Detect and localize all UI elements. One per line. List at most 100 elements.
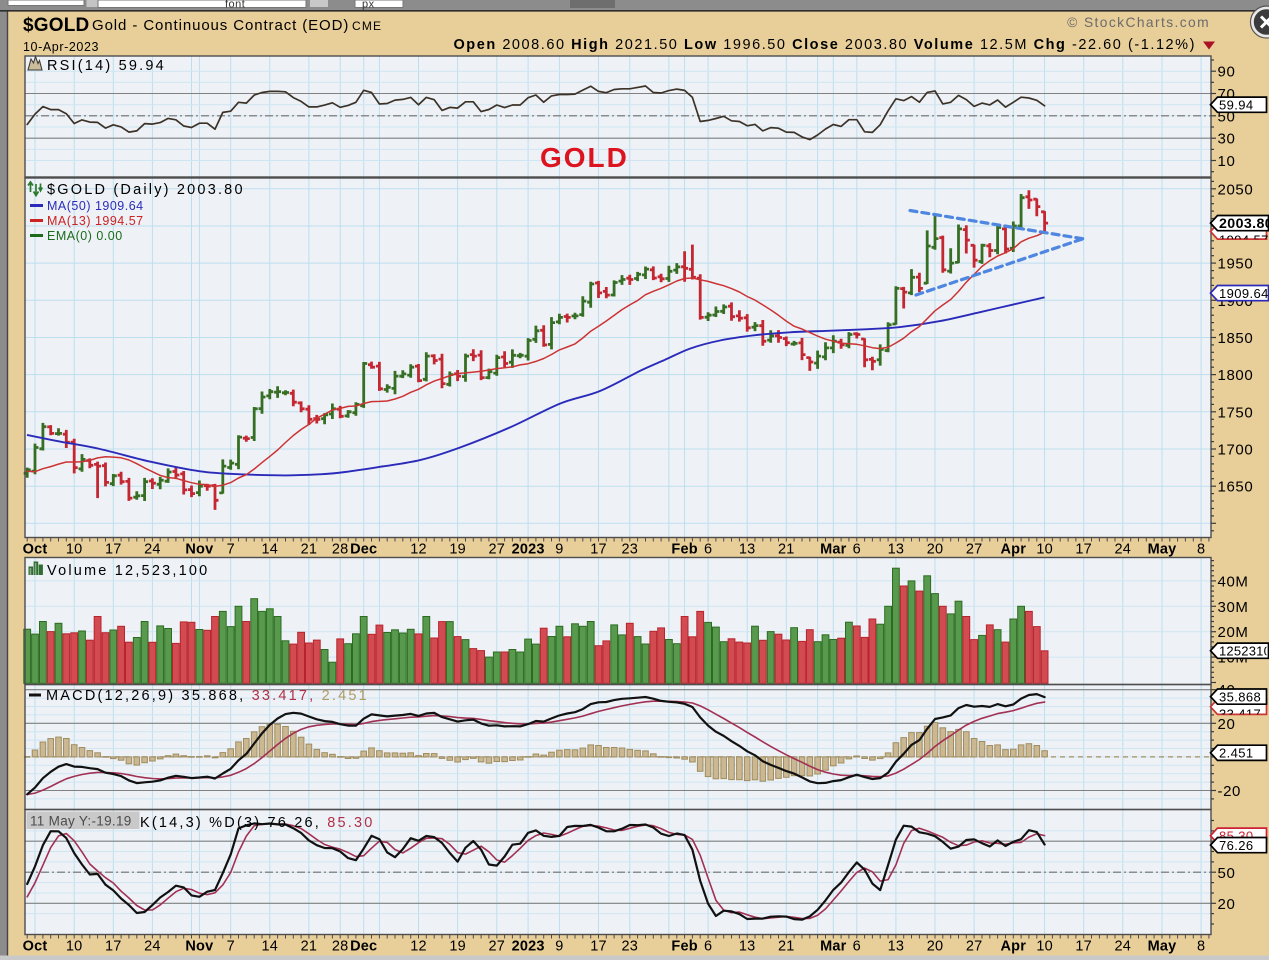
svg-text:MACD(12,26,9) 35.868, 33.417,: MACD(12,26,9) 35.868, 33.417, 2.451 bbox=[46, 688, 369, 704]
svg-text:6: 6 bbox=[853, 939, 861, 955]
svg-text:Nov: Nov bbox=[185, 939, 213, 955]
svg-text:10: 10 bbox=[66, 542, 83, 558]
svg-text:© StockCharts.com: © StockCharts.com bbox=[1067, 15, 1210, 30]
svg-text:Oct: Oct bbox=[23, 939, 48, 955]
svg-text:12523100: 12523100 bbox=[1219, 644, 1269, 659]
svg-text:K(14,3) %D(3) 76.26, 85.30: K(14,3) %D(3) 76.26, 85.30 bbox=[140, 815, 375, 831]
svg-text:8: 8 bbox=[1197, 542, 1205, 558]
svg-text:21: 21 bbox=[301, 542, 318, 558]
svg-text:Dec: Dec bbox=[350, 542, 377, 558]
svg-text:Mar: Mar bbox=[820, 939, 847, 955]
svg-text:23: 23 bbox=[622, 542, 639, 558]
svg-text:font: font bbox=[225, 0, 245, 11]
svg-text:Apr: Apr bbox=[1001, 542, 1027, 558]
svg-text:59.94: 59.94 bbox=[1219, 98, 1254, 113]
svg-text:May: May bbox=[1148, 939, 1177, 955]
svg-text:19: 19 bbox=[449, 542, 466, 558]
svg-text:9: 9 bbox=[555, 939, 563, 955]
svg-text:7: 7 bbox=[227, 939, 235, 955]
svg-text:20: 20 bbox=[1218, 896, 1236, 913]
svg-text:14: 14 bbox=[262, 542, 279, 558]
svg-text:27: 27 bbox=[966, 939, 983, 955]
svg-text:20: 20 bbox=[927, 542, 944, 558]
svg-text:Oct: Oct bbox=[23, 542, 48, 558]
svg-text:20: 20 bbox=[1218, 716, 1236, 733]
svg-text:11 May Y:-19.19: 11 May Y:-19.19 bbox=[30, 814, 132, 829]
svg-text:17: 17 bbox=[590, 939, 607, 955]
svg-text:2.451: 2.451 bbox=[1219, 746, 1254, 761]
svg-text:28: 28 bbox=[332, 939, 349, 955]
svg-text:21: 21 bbox=[778, 939, 795, 955]
svg-text:Mar: Mar bbox=[820, 542, 847, 558]
svg-text:1750: 1750 bbox=[1218, 404, 1254, 421]
svg-text:-20: -20 bbox=[1218, 783, 1241, 800]
svg-text:Volume 12,523,100: Volume 12,523,100 bbox=[47, 563, 209, 579]
svg-text:21: 21 bbox=[301, 939, 318, 955]
svg-text:76.26: 76.26 bbox=[1219, 838, 1254, 853]
svg-text:CME: CME bbox=[352, 19, 382, 33]
svg-text:30: 30 bbox=[1218, 131, 1236, 148]
svg-text:Gold - Continuous Contract (EO: Gold - Continuous Contract (EOD) bbox=[92, 17, 349, 34]
svg-text:8: 8 bbox=[1197, 939, 1205, 955]
svg-text:10: 10 bbox=[1036, 939, 1053, 955]
svg-text:10: 10 bbox=[66, 939, 83, 955]
svg-text:17: 17 bbox=[105, 542, 122, 558]
svg-text:90: 90 bbox=[1218, 64, 1236, 81]
svg-text:1909.64: 1909.64 bbox=[1219, 286, 1269, 301]
svg-text:17: 17 bbox=[590, 542, 607, 558]
svg-text:24: 24 bbox=[1115, 939, 1132, 955]
svg-text:10: 10 bbox=[1036, 542, 1053, 558]
svg-text:20M: 20M bbox=[1218, 624, 1249, 641]
svg-text:Nov: Nov bbox=[185, 542, 213, 558]
svg-text:24: 24 bbox=[144, 542, 161, 558]
svg-text:2050: 2050 bbox=[1218, 181, 1254, 198]
svg-text:MA(13) 1994.57: MA(13) 1994.57 bbox=[47, 214, 144, 228]
svg-text:19: 19 bbox=[449, 939, 466, 955]
svg-text:7: 7 bbox=[227, 542, 235, 558]
svg-text:EMA(0) 0.00: EMA(0) 0.00 bbox=[47, 229, 123, 243]
svg-text:20: 20 bbox=[927, 939, 944, 955]
svg-text:May: May bbox=[1148, 542, 1177, 558]
svg-text:2023: 2023 bbox=[512, 939, 545, 955]
svg-text:Open 2008.60 High 2021.50 Low: Open 2008.60 High 2021.50 Low 1996.50 Cl… bbox=[453, 37, 1196, 53]
svg-text:Feb: Feb bbox=[671, 542, 697, 558]
svg-text:27: 27 bbox=[489, 939, 506, 955]
svg-text:33.417: 33.417 bbox=[1219, 707, 1261, 722]
svg-text:1994.57: 1994.57 bbox=[1219, 232, 1269, 247]
svg-text:17: 17 bbox=[105, 939, 122, 955]
svg-text:27: 27 bbox=[489, 542, 506, 558]
svg-text:13: 13 bbox=[888, 939, 905, 955]
svg-text:35.868: 35.868 bbox=[1219, 689, 1261, 704]
svg-text:12: 12 bbox=[410, 542, 427, 558]
svg-text:1700: 1700 bbox=[1218, 442, 1254, 459]
svg-text:RSI(14) 59.94: RSI(14) 59.94 bbox=[47, 58, 166, 74]
svg-text:10: 10 bbox=[1218, 153, 1236, 170]
svg-text:17: 17 bbox=[1075, 542, 1092, 558]
svg-text:Feb: Feb bbox=[671, 939, 697, 955]
svg-text:Dec: Dec bbox=[350, 939, 377, 955]
svg-text:21: 21 bbox=[778, 542, 795, 558]
svg-text:23: 23 bbox=[622, 939, 639, 955]
svg-text:13: 13 bbox=[739, 542, 756, 558]
svg-text:14: 14 bbox=[262, 939, 279, 955]
svg-text:1950: 1950 bbox=[1218, 256, 1254, 273]
svg-text:6: 6 bbox=[704, 939, 712, 955]
svg-text:6: 6 bbox=[853, 542, 861, 558]
svg-text:40M: 40M bbox=[1218, 573, 1249, 590]
svg-text:12: 12 bbox=[410, 939, 427, 955]
svg-text:2023: 2023 bbox=[512, 542, 545, 558]
svg-text:30M: 30M bbox=[1218, 599, 1249, 616]
svg-text:MA(50) 1909.64: MA(50) 1909.64 bbox=[47, 199, 144, 213]
svg-text:50: 50 bbox=[1218, 865, 1236, 882]
svg-text:2003.80: 2003.80 bbox=[1219, 216, 1269, 232]
svg-text:1850: 1850 bbox=[1218, 330, 1254, 347]
svg-text:28: 28 bbox=[332, 542, 349, 558]
svg-text:$GOLD (Daily) 2003.80: $GOLD (Daily) 2003.80 bbox=[47, 182, 245, 198]
svg-text:17: 17 bbox=[1075, 939, 1092, 955]
svg-text:10-Apr-2023: 10-Apr-2023 bbox=[23, 40, 99, 54]
svg-text:24: 24 bbox=[1115, 542, 1132, 558]
svg-text:9: 9 bbox=[555, 542, 563, 558]
svg-text:13: 13 bbox=[739, 939, 756, 955]
svg-text:Apr: Apr bbox=[1001, 939, 1027, 955]
svg-text:1800: 1800 bbox=[1218, 367, 1254, 384]
